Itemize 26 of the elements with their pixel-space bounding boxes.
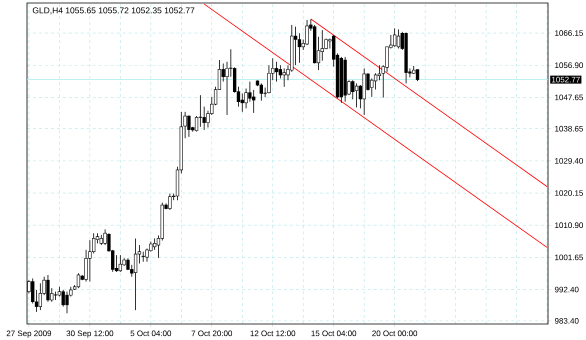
candlestick: [100, 234, 103, 246]
candlestick: [278, 64, 282, 79]
candlestick: [225, 61, 229, 116]
candlestick: [248, 81, 252, 102]
candlestick: [46, 274, 50, 302]
candlestick: [354, 82, 358, 108]
candlestick: [392, 28, 396, 48]
candlestick: [274, 61, 278, 82]
chart-title: GLD,H4 1055.65 1055.72 1052.35 1052.77: [32, 7, 194, 14]
candlestick: [194, 116, 198, 132]
candlestick: [118, 254, 122, 272]
candlestick: [134, 238, 138, 310]
candlestick: [126, 258, 130, 270]
candlestick: [88, 240, 92, 282]
candlestick: [385, 46, 389, 72]
candlestick: [168, 193, 172, 210]
candlestick: [282, 68, 286, 88]
candlestick: [187, 114, 191, 138]
candlestick: [267, 64, 271, 94]
candlestick: [260, 82, 263, 102]
candlestick: [54, 291, 58, 300]
candlestick: [305, 20, 309, 46]
candlestick: [114, 254, 118, 272]
candlestick: [396, 29, 400, 49]
candlestick: [198, 94, 202, 128]
candlestick: [76, 272, 80, 289]
